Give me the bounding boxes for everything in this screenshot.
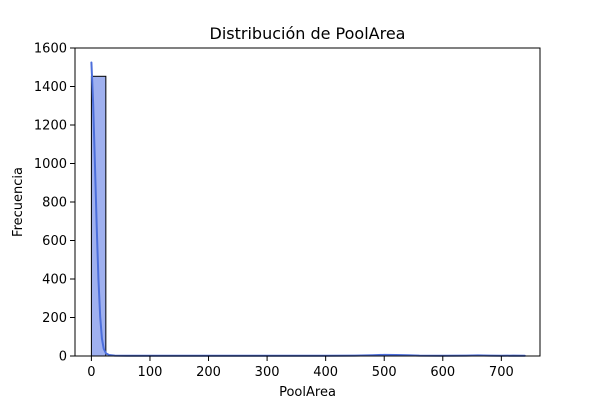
x-tick-label-600: 600 [430, 365, 455, 380]
kde-line [90, 61, 526, 357]
x-tick-label-400: 400 [313, 365, 338, 380]
y-axis: 0 200 400 600 800 1000 1200 1400 1600 [34, 42, 75, 365]
x-axis-label: PoolArea [279, 385, 336, 400]
y-tick-label-0: 0 [59, 350, 67, 365]
x-tick-label-300: 300 [255, 365, 280, 380]
y-tick-label-800: 800 [42, 196, 67, 211]
y-tick-label-600: 600 [42, 234, 67, 249]
x-axis: 0 100 200 300 400 500 600 700 [87, 356, 514, 380]
y-axis-label: Frecuencia [11, 167, 26, 237]
y-tick-label-200: 200 [42, 311, 67, 326]
x-tick-label-500: 500 [372, 365, 397, 380]
plot-area [90, 61, 526, 357]
chart-title: Distribución de PoolArea [210, 24, 406, 43]
y-tick-label-1000: 1000 [34, 157, 67, 172]
x-tick-label-0: 0 [87, 365, 95, 380]
y-tick-label-1400: 1400 [34, 80, 67, 95]
y-tick-label-400: 400 [42, 273, 67, 288]
x-tick-label-100: 100 [138, 365, 163, 380]
x-tick-label-700: 700 [489, 365, 514, 380]
plot-frame [74, 47, 541, 357]
y-tick-label-1200: 1200 [34, 119, 67, 134]
x-tick-label-200: 200 [196, 365, 221, 380]
y-tick-label-1600: 1600 [34, 42, 67, 57]
